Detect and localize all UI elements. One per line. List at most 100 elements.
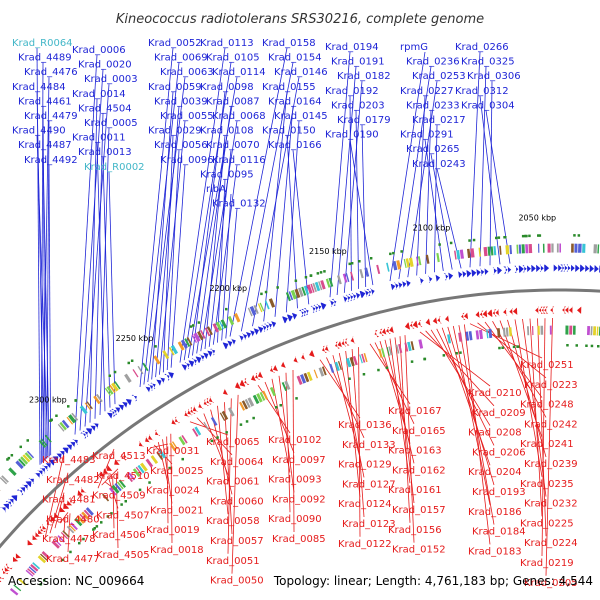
function-category-block	[361, 353, 366, 363]
reverse-gene-arrow	[482, 310, 488, 318]
forward-gene-arrow	[518, 265, 524, 273]
rna-marker	[69, 550, 72, 554]
forward-gene-arrow	[69, 441, 76, 448]
forward-gene-arrow	[536, 264, 541, 272]
function-category-block	[81, 511, 90, 520]
forward-gene-arrow	[390, 283, 396, 291]
rna-marker	[26, 439, 29, 442]
reverse-gene-arrow	[50, 515, 57, 522]
leader-line	[147, 77, 186, 383]
function-category-block	[540, 325, 544, 335]
function-category-block	[487, 246, 491, 256]
function-category-block	[191, 334, 197, 343]
forward-gene-arrow	[310, 305, 316, 313]
leader-line	[489, 81, 493, 266]
rna-marker	[377, 368, 380, 372]
forward-gene-arrow	[313, 304, 319, 312]
leader-line	[225, 208, 238, 339]
reverse-gene-arrow	[35, 531, 41, 537]
function-category-block	[459, 249, 464, 259]
reverse-gene-arrow	[492, 309, 497, 317]
function-category-block	[386, 346, 390, 356]
gene-label: Krad_0182	[337, 71, 391, 82]
leader-line	[358, 347, 361, 537]
forward-gene-arrow	[80, 432, 87, 439]
gene-label: Krad_0165	[392, 426, 446, 437]
function-category-block	[0, 477, 8, 485]
forward-gene-arrow	[227, 340, 233, 347]
function-category-block	[204, 327, 211, 337]
reverse-gene-arrow	[577, 306, 582, 314]
gene-label: Krad_0243	[412, 159, 466, 170]
leader-line	[89, 98, 98, 423]
reverse-gene-arrow	[379, 328, 384, 336]
forward-gene-arrow	[448, 272, 454, 280]
function-category-block	[109, 384, 116, 393]
forward-gene-arrow	[241, 333, 247, 341]
rna-marker	[438, 243, 441, 246]
leader-line	[189, 421, 229, 436]
function-category-block	[470, 248, 475, 258]
reverse-gene-arrow	[437, 316, 442, 324]
function-category-block	[475, 330, 480, 340]
reverse-gene-arrow	[12, 556, 19, 562]
gene-label: Krad_0093	[268, 475, 322, 486]
rna-marker	[110, 512, 113, 515]
reverse-gene-arrow	[432, 317, 438, 325]
leader-line	[514, 319, 543, 477]
function-category-block	[79, 513, 87, 522]
gene-label: Krad_0163	[388, 446, 442, 457]
gene-label: Krad_0092	[272, 494, 326, 505]
gene-label: Krad_4484	[12, 82, 66, 93]
gene-label: Krad_4482	[46, 475, 100, 486]
gene-label: Krad_0055	[160, 111, 214, 122]
leader-line	[278, 375, 295, 493]
gene-label: Krad_0114	[212, 67, 266, 78]
gene-label: Krad_0056	[154, 140, 208, 151]
forward-gene-arrow	[22, 484, 28, 491]
leader-line	[285, 120, 300, 313]
leader-line	[355, 110, 359, 289]
gene-label: Krad_4476	[24, 67, 78, 78]
reverse-gene-arrow	[341, 339, 347, 347]
function-category-block	[197, 331, 204, 341]
gene-label: Krad_0020	[78, 60, 132, 71]
leader-line	[170, 164, 186, 368]
forward-gene-arrow	[526, 265, 531, 273]
reverse-gene-arrow	[171, 418, 177, 425]
gene-label: Krad_0236	[406, 57, 460, 68]
function-category-block	[306, 371, 313, 381]
gene-label: Krad_0241	[520, 439, 574, 450]
rna-marker	[369, 257, 373, 260]
function-category-block	[337, 361, 342, 370]
forward-gene-arrow	[557, 264, 562, 272]
function-category-block	[509, 245, 512, 255]
function-category-block	[111, 382, 119, 392]
gene-label: Krad_0291	[400, 130, 454, 141]
forward-gene-arrow	[28, 478, 35, 485]
function-category-block	[447, 334, 451, 344]
reverse-gene-arrow	[37, 528, 44, 535]
function-category-block	[59, 421, 67, 431]
gene-label: Krad_0232	[524, 499, 578, 510]
gene-label: Krad_0060	[210, 496, 264, 507]
forward-gene-arrow	[118, 404, 124, 411]
function-category-block	[170, 345, 178, 355]
function-category-block	[320, 280, 326, 290]
function-category-block	[325, 278, 331, 288]
reverse-gene-arrow	[544, 306, 549, 314]
leader-line	[384, 339, 415, 464]
rna-marker	[323, 270, 326, 273]
forward-gene-arrow	[560, 264, 565, 272]
function-category-block	[483, 246, 488, 257]
function-category-block	[359, 354, 363, 364]
rna-marker	[392, 251, 395, 255]
rna-marker	[10, 454, 14, 457]
rna-marker	[19, 445, 22, 449]
reverse-gene-arrow	[121, 453, 127, 461]
function-category-block	[578, 243, 582, 253]
reverse-gene-arrow	[123, 452, 129, 459]
forward-gene-arrow	[466, 270, 472, 278]
forward-gene-arrow	[34, 472, 40, 479]
gene-label: Krad_0203	[331, 100, 385, 111]
